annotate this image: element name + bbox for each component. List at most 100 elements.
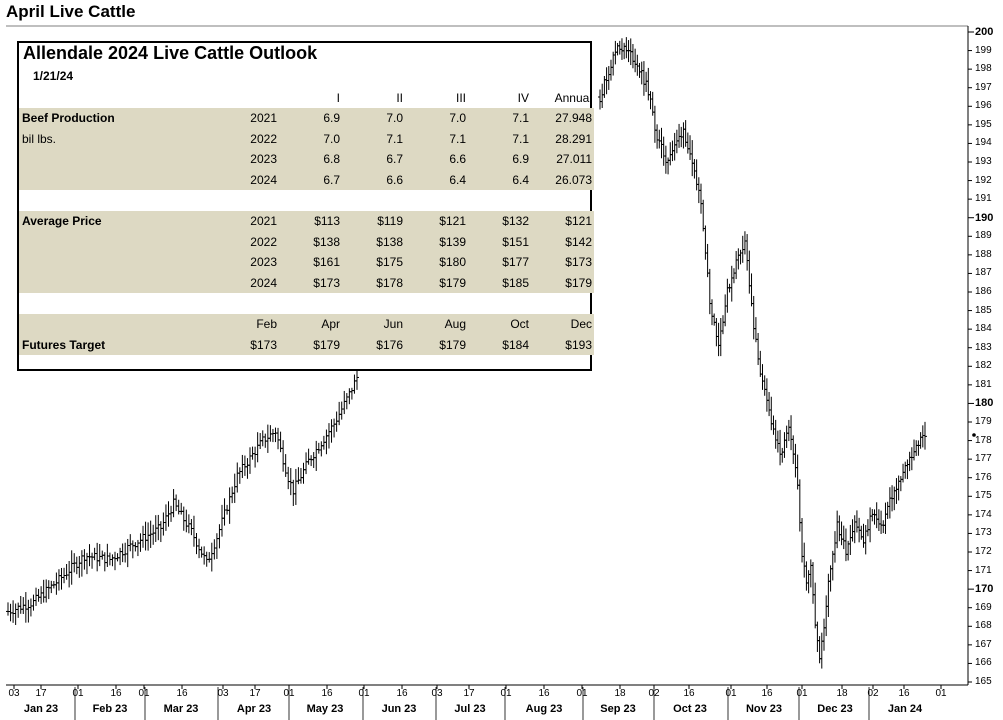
price-bar bbox=[630, 44, 635, 69]
table-row: Futures Target $173 $179 $176 $179 $184 … bbox=[19, 334, 594, 356]
price-bar bbox=[207, 552, 212, 563]
price-bar bbox=[237, 467, 242, 484]
value-cell: $179 bbox=[405, 334, 468, 356]
x-month-label: Dec 23 bbox=[817, 703, 853, 715]
price-bar bbox=[771, 415, 776, 435]
value-cell: $121 bbox=[405, 211, 468, 232]
plot-frame bbox=[6, 25, 969, 686]
price-bar bbox=[309, 455, 314, 467]
price-bar bbox=[222, 498, 227, 526]
x-day-tick-label: 16 bbox=[683, 688, 695, 699]
price-bar bbox=[714, 318, 719, 347]
price-bars bbox=[6, 37, 927, 669]
year-cell: 2024 bbox=[194, 272, 279, 294]
price-bar bbox=[707, 268, 712, 315]
value-cell: 7.1 bbox=[468, 128, 531, 150]
price-bar bbox=[887, 487, 892, 519]
price-bar bbox=[189, 519, 194, 536]
value-cell: $179 bbox=[279, 334, 342, 356]
value-cell: 27.948 bbox=[531, 108, 594, 129]
price-bar bbox=[751, 295, 756, 340]
price-bar bbox=[852, 515, 857, 544]
price-bar bbox=[688, 135, 693, 161]
price-bar bbox=[802, 542, 807, 578]
price-bar bbox=[181, 506, 186, 531]
price-bar bbox=[337, 401, 342, 426]
price-bar bbox=[729, 265, 734, 302]
month-cell: Jun bbox=[342, 314, 405, 335]
price-bar bbox=[681, 122, 686, 149]
price-bar bbox=[214, 533, 219, 559]
beef-label: Beef Production bbox=[19, 108, 194, 129]
price-bar bbox=[668, 142, 673, 166]
price-bar bbox=[703, 225, 708, 260]
price-bar bbox=[894, 478, 899, 504]
price-bar bbox=[793, 443, 798, 478]
col-header: I bbox=[336, 91, 340, 106]
outlook-date: 1/21/24 bbox=[33, 69, 74, 83]
value-cell: $185 bbox=[468, 272, 531, 294]
price-bar bbox=[837, 515, 842, 542]
price-bar bbox=[245, 458, 250, 479]
price-bar bbox=[663, 145, 668, 174]
x-month-label: Feb 23 bbox=[92, 703, 128, 715]
x-day-tick-label: 01 bbox=[725, 688, 737, 699]
y-tick-label: 185 bbox=[975, 304, 992, 316]
price-bar bbox=[11, 600, 16, 623]
table-row: 2023 $161 $175 $180 $177 $173 bbox=[19, 252, 594, 273]
value-cell: $178 bbox=[342, 272, 405, 294]
value-cell: $139 bbox=[405, 231, 468, 253]
price-bar bbox=[44, 579, 49, 603]
price-bar bbox=[46, 580, 51, 600]
value-cell: $184 bbox=[468, 334, 531, 356]
y-tick-label: 175 bbox=[975, 490, 992, 502]
value-cell: 28.291 bbox=[531, 128, 594, 150]
price-bar bbox=[806, 570, 811, 594]
price-bar bbox=[859, 525, 864, 540]
price-bar bbox=[598, 89, 602, 110]
price-label: Average Price bbox=[19, 211, 194, 232]
price-bar bbox=[615, 42, 620, 56]
price-bar bbox=[907, 451, 912, 472]
price-bar bbox=[657, 129, 662, 149]
price-bar bbox=[756, 332, 761, 366]
price-bar bbox=[909, 447, 914, 471]
price-bar bbox=[782, 432, 787, 458]
y-tick-label: 171 bbox=[975, 564, 992, 576]
price-bar bbox=[712, 313, 717, 326]
price-bar bbox=[273, 427, 278, 443]
x-day-tick-label: 01 bbox=[72, 688, 84, 699]
price-bar bbox=[87, 544, 92, 567]
price-bar bbox=[813, 582, 818, 629]
price-bar bbox=[339, 401, 344, 420]
price-bar bbox=[197, 538, 202, 559]
price-bar bbox=[767, 392, 772, 417]
month-cell: Apr bbox=[279, 314, 342, 335]
year-cell: 2023 bbox=[194, 149, 279, 170]
price-bar bbox=[764, 378, 769, 412]
x-day-tick-label: 17 bbox=[249, 688, 261, 699]
price-bar bbox=[151, 524, 156, 545]
price-bar bbox=[690, 140, 695, 177]
price-bar bbox=[901, 463, 906, 483]
price-bar bbox=[778, 429, 783, 466]
price-bar bbox=[821, 618, 826, 651]
x-day-tick-label: 01 bbox=[796, 688, 808, 699]
value-cell: 6.9 bbox=[468, 149, 531, 170]
x-day-tick-label: 17 bbox=[35, 688, 47, 699]
y-tick-label: 184 bbox=[975, 323, 992, 335]
x-day-tick-label: 01 bbox=[358, 688, 370, 699]
price-bar bbox=[135, 539, 140, 557]
price-bar bbox=[916, 440, 921, 456]
price-bar bbox=[281, 440, 286, 472]
price-bar bbox=[868, 507, 873, 543]
y-tick-label: 199 bbox=[975, 44, 992, 56]
y-tick-label: 165 bbox=[975, 676, 992, 687]
price-bar bbox=[34, 587, 39, 606]
value-cell: $142 bbox=[531, 231, 594, 253]
value-cell: $161 bbox=[279, 252, 342, 273]
table-row: 2024 $173 $178 $179 $185 $179 bbox=[19, 272, 594, 294]
x-day-tick-label: 01 bbox=[576, 688, 588, 699]
y-tick-label: 166 bbox=[975, 657, 992, 669]
price-bar bbox=[26, 599, 31, 623]
